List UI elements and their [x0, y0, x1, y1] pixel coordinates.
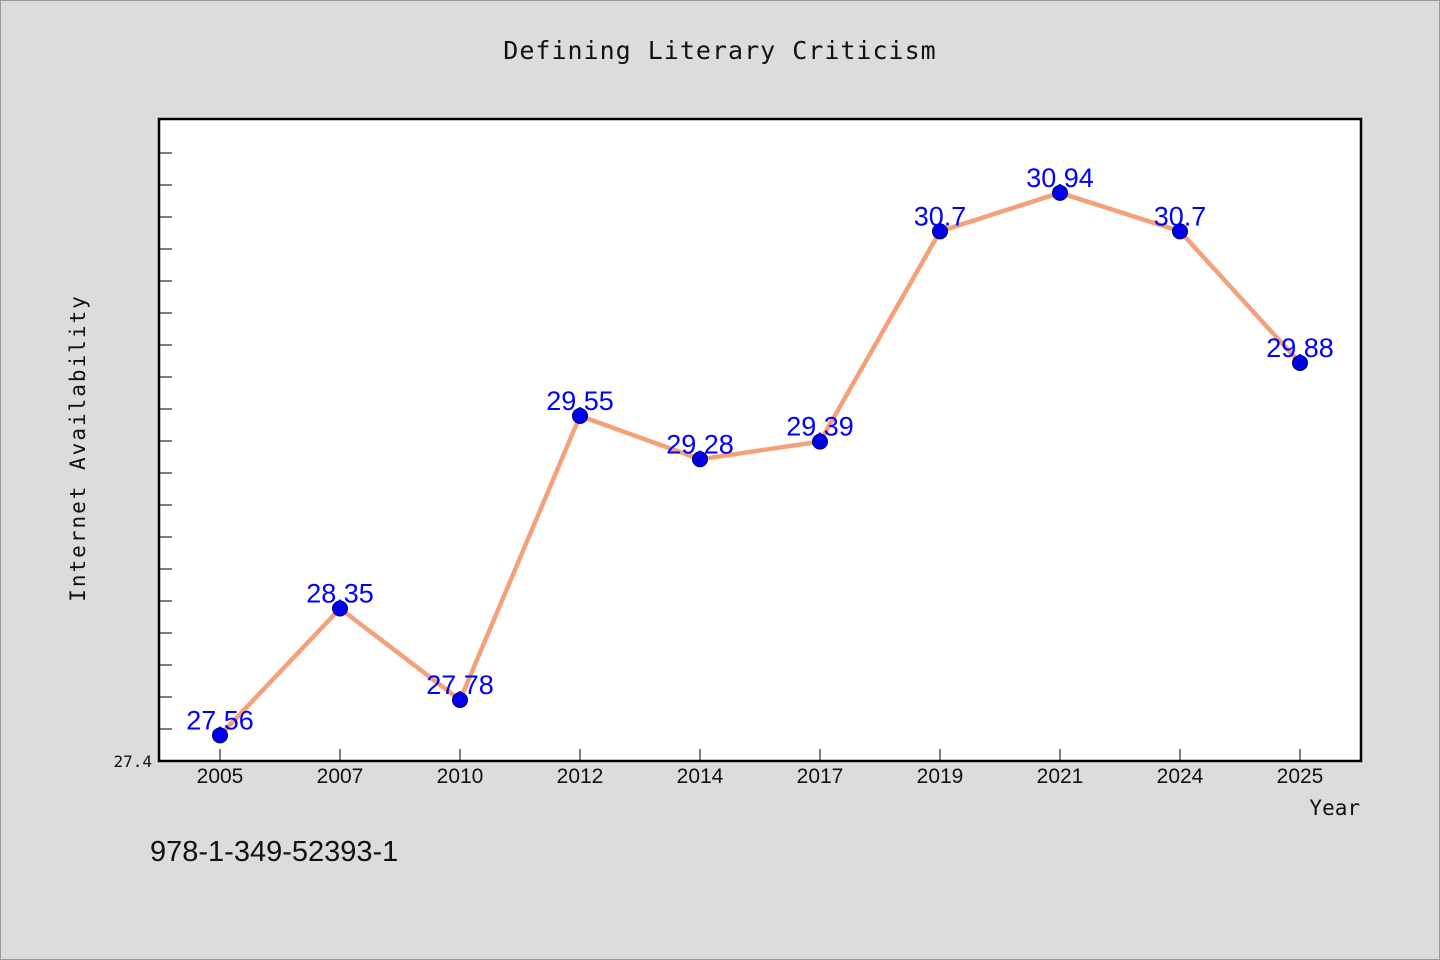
data-point [452, 692, 468, 709]
x-tick-label: 2010 [437, 765, 484, 788]
data-label: 28.35 [306, 579, 374, 609]
data-point [212, 727, 228, 744]
data-point [332, 600, 348, 617]
data-point [1052, 184, 1068, 201]
data-label: 30.7 [914, 201, 967, 231]
footnote-text: 978-1-349-52393-1 [150, 836, 399, 868]
data-label: 30.7 [1154, 201, 1207, 231]
chart-title: Defining Literary Criticism [503, 36, 937, 65]
data-label: 29.88 [1266, 333, 1334, 363]
data-label: 29.55 [546, 386, 614, 416]
x-tick-label: 2007 [317, 765, 364, 788]
x-tick-label: 2017 [797, 765, 844, 788]
x-tick-label: 2025 [1277, 765, 1324, 788]
data-label: 27.56 [186, 705, 254, 735]
data-label: 30.94 [1026, 163, 1094, 193]
data-label: 27.78 [426, 670, 494, 700]
x-tick-label: 2012 [557, 765, 604, 788]
data-point [1172, 223, 1188, 240]
data-point [1292, 354, 1308, 371]
data-point [932, 223, 948, 240]
x-tick-label: 2021 [1037, 765, 1084, 788]
data-label: 29.28 [666, 429, 734, 459]
data-point [692, 451, 708, 468]
x-axis-label: Year [1309, 796, 1360, 820]
y-tick-label: 27.4 [113, 752, 152, 771]
data-label: 29.39 [786, 412, 854, 442]
data-point [572, 407, 588, 424]
x-tick-label: 2005 [197, 765, 244, 788]
x-tick-label: 2014 [677, 765, 724, 788]
series-line [217, 190, 1303, 738]
x-tick-label: 2019 [917, 765, 964, 788]
data-point [812, 433, 828, 450]
x-tick-label: 2024 [1157, 765, 1204, 788]
